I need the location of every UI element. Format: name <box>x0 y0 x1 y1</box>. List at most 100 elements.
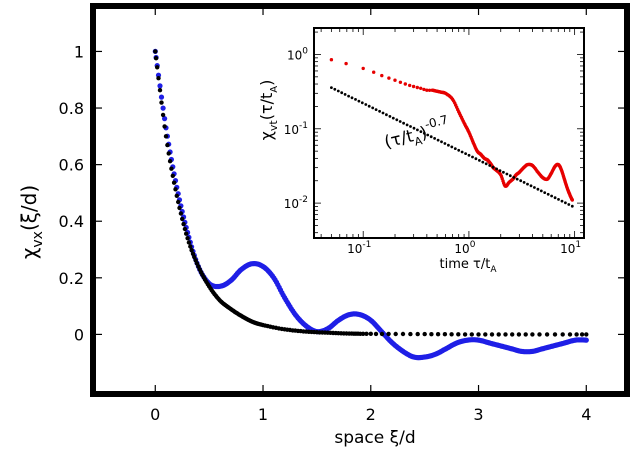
main-y-tick-label: 0 <box>74 325 84 344</box>
black-fit-point <box>393 331 398 337</box>
power-law-point <box>412 126 416 130</box>
power-law-point <box>381 111 385 115</box>
black-fit-point <box>469 332 474 337</box>
annotation-sub: A <box>413 134 424 149</box>
inset-series <box>329 58 574 208</box>
power-law-point <box>533 186 536 189</box>
inset-y-label-chi: χ <box>257 131 276 140</box>
power-law-point <box>354 98 357 101</box>
power-law-point <box>426 133 430 137</box>
black-fit-point <box>552 332 558 337</box>
inset-y-label-tail: (τ/t <box>257 93 276 121</box>
power-law-point <box>374 108 378 111</box>
power-law-point <box>543 191 547 195</box>
inset-plot-frame <box>313 27 585 239</box>
power-law-point <box>436 138 440 142</box>
power-law-point <box>553 196 557 200</box>
main-y-tick-label: 1 <box>74 42 84 61</box>
inset-y-label-sub: vt <box>267 120 280 132</box>
black-fit-point <box>368 331 373 336</box>
red-data-point <box>403 82 407 86</box>
power-law-point <box>457 148 461 152</box>
inset-x-tick-label: 101 <box>560 240 581 256</box>
power-law-point <box>350 96 354 100</box>
power-law-point <box>464 152 467 156</box>
power-law-point <box>340 91 344 95</box>
black-fit-point <box>537 332 542 337</box>
main-tick-labels: 0 1 2 3 4 0 0.2 0.4 0.6 0.8 1 <box>59 42 592 424</box>
black-fit-point <box>178 211 184 216</box>
main-y-axis-label: χvx(ξ/d) <box>17 185 46 259</box>
red-data-point <box>387 76 391 80</box>
black-fit-point <box>190 251 196 256</box>
inset-tick-marks <box>315 29 583 237</box>
power-law-point <box>484 162 488 166</box>
annotation-close: ) <box>418 123 429 144</box>
power-law-point <box>405 123 409 127</box>
annotation-exponent: -0.7 <box>423 112 449 131</box>
red-data-point <box>361 66 365 71</box>
power-law-point <box>388 115 392 118</box>
power-law-point <box>529 184 533 188</box>
power-law-point <box>522 181 526 184</box>
power-law-point <box>357 99 361 103</box>
black-fit-point <box>462 332 468 337</box>
red-data-point <box>398 80 403 85</box>
main-x-tick-label: 0 <box>150 405 160 424</box>
power-law-point <box>450 145 454 149</box>
red-data-point <box>411 84 416 89</box>
power-law-point <box>481 160 485 164</box>
inset-x-axis-label: time τ/tA <box>440 257 498 275</box>
black-fit-point <box>169 166 174 171</box>
main-y-tick-label: 0.4 <box>59 212 84 231</box>
inset-y-label-close: ) <box>257 80 276 86</box>
power-law-point <box>519 179 523 183</box>
black-fit-point <box>422 331 427 337</box>
power-law-point <box>391 116 395 120</box>
power-law-point <box>570 204 574 208</box>
main-x-tick-label: 3 <box>473 405 483 424</box>
black-fit-point <box>186 240 192 245</box>
red-data-point <box>329 58 334 62</box>
power-law-point <box>402 121 405 125</box>
power-law-point <box>508 174 512 178</box>
black-fit-point <box>180 216 185 222</box>
power-law-point <box>495 167 498 171</box>
main-y-label-tail: (ξ/d) <box>17 185 41 231</box>
black-fit-point <box>159 100 164 105</box>
blue-data-point <box>160 105 166 111</box>
inset-y-label-sub2: A <box>269 86 280 93</box>
power-law-point <box>560 199 564 203</box>
main-y-tick-label: 0.6 <box>59 156 84 175</box>
power-law-point <box>419 130 423 134</box>
red-data-point <box>570 198 574 202</box>
power-law-point <box>471 155 474 159</box>
black-fit-point <box>160 112 166 118</box>
power-law-point <box>433 137 436 140</box>
black-fit-point <box>181 221 186 227</box>
main-x-tick-label: 1 <box>258 405 268 424</box>
black-fit-point <box>174 193 179 198</box>
power-law-point <box>536 187 540 191</box>
power-law-point <box>409 125 412 128</box>
black-fit-point <box>189 248 194 253</box>
power-law-point <box>447 143 450 147</box>
inset-y-tick-label: 10-1 <box>284 121 308 137</box>
black-fit-point <box>153 56 159 61</box>
black-fit-point <box>503 332 508 337</box>
power-law-point <box>498 169 502 173</box>
black-fit-point <box>489 332 495 337</box>
blue-data-point <box>157 83 163 89</box>
black-fit-point <box>574 332 579 337</box>
black-fit-point <box>163 134 169 139</box>
black-fit-point <box>579 332 585 337</box>
main-y-tick-label: 0.8 <box>59 99 84 118</box>
black-fit-point <box>415 331 420 337</box>
inset-x-tick-label: 10-1 <box>347 240 371 256</box>
power-law-point <box>398 120 402 123</box>
power-law-point <box>395 118 399 122</box>
black-fit-point <box>386 331 391 337</box>
black-fit-point <box>171 180 177 185</box>
power-law-point <box>502 170 505 174</box>
